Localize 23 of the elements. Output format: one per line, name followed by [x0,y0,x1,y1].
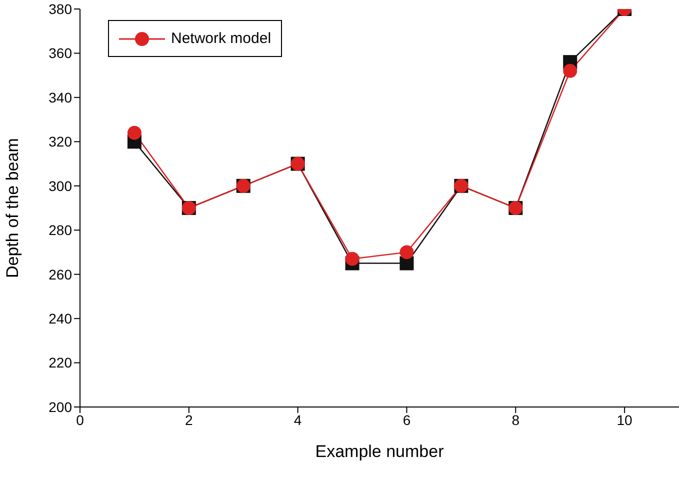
y-tick-label: 200 [48,398,72,415]
x-tick-label: 8 [512,412,520,428]
legend-label: Network model [171,30,272,47]
y-tick-label: 380 [48,0,72,17]
y-tick-label: 280 [48,222,72,238]
y-tick-label: 340 [48,89,72,106]
x-tick-label: 4 [294,412,302,428]
x-tick-label: 0 [76,412,84,428]
y-tick-label: 300 [48,178,72,194]
x-tick-label: 2 [185,412,194,428]
y-tick-label: 260 [48,266,72,282]
x-tick-label: 6 [402,412,411,428]
point [345,252,360,266]
x-tick-label: 10 [616,412,633,428]
y-tick-label: 360 [48,45,72,62]
y-axis-title: Depth of the beam [3,138,22,278]
y-tick-label: 320 [48,134,72,150]
x-axis-title: Example number [315,442,444,461]
point [563,64,578,78]
point [127,126,142,140]
y-tick-label: 240 [48,310,72,327]
y-tick-label: 220 [48,354,72,371]
point [400,245,414,260]
